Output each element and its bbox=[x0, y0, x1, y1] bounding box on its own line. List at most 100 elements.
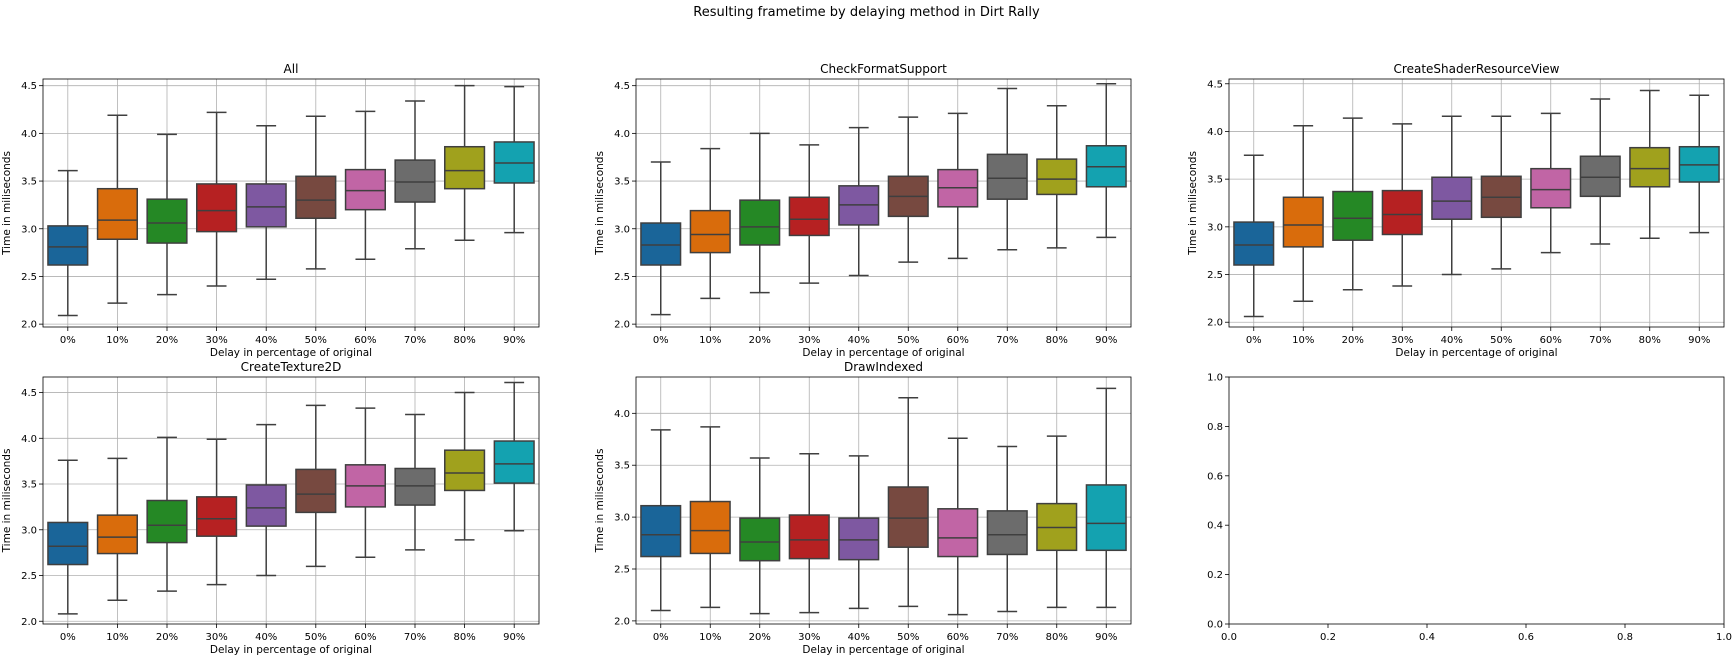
x-tick-label: 0.4 bbox=[1419, 632, 1435, 643]
x-tick-label: 40% bbox=[848, 632, 870, 643]
box-0% bbox=[640, 429, 682, 612]
box-80% bbox=[444, 84, 486, 241]
x-tick-label: 0% bbox=[60, 335, 76, 346]
subplot-title: DrawIndexed bbox=[844, 360, 923, 374]
y-tick-label: 4.5 bbox=[21, 388, 37, 399]
box-20% bbox=[1332, 117, 1374, 291]
y-tick-label: 4.0 bbox=[21, 434, 37, 445]
box-60% bbox=[344, 407, 386, 558]
box-90% bbox=[1085, 83, 1127, 239]
x-tick-label: 90% bbox=[503, 335, 525, 346]
box-iqr bbox=[1332, 190, 1374, 241]
box-20% bbox=[739, 132, 781, 294]
box-iqr bbox=[96, 187, 138, 240]
x-tick-label: 40% bbox=[255, 632, 277, 643]
y-tick-label: 0.2 bbox=[1207, 570, 1223, 581]
box-iqr bbox=[937, 508, 979, 558]
box-iqr bbox=[394, 159, 436, 203]
y-tick-label: 0.4 bbox=[1207, 521, 1223, 532]
y-axis-label: Time in miliseconds bbox=[1187, 151, 1199, 256]
box-80% bbox=[444, 391, 486, 541]
x-tick-label: 90% bbox=[503, 632, 525, 643]
box-iqr bbox=[245, 484, 287, 527]
box-iqr bbox=[640, 504, 682, 558]
axes-frame bbox=[1228, 376, 1725, 625]
box-40% bbox=[245, 124, 287, 281]
x-tick-label: 60% bbox=[354, 335, 376, 346]
x-axis-label: Delay in percentage of original bbox=[802, 644, 964, 656]
box-iqr bbox=[146, 198, 188, 244]
box-iqr bbox=[640, 222, 682, 266]
y-tick-label: 4.0 bbox=[614, 409, 630, 420]
x-tick-label: 30% bbox=[798, 632, 820, 643]
axes-frame bbox=[42, 78, 540, 328]
box-iqr bbox=[1282, 196, 1324, 248]
box-iqr bbox=[444, 449, 486, 492]
box-80% bbox=[1036, 104, 1078, 249]
box-iqr bbox=[739, 199, 781, 246]
box-iqr bbox=[493, 440, 535, 484]
subplot-title: CreateTexture2D bbox=[241, 360, 342, 374]
box-60% bbox=[937, 437, 979, 616]
x-tick-label: 10% bbox=[106, 632, 128, 643]
y-axis-label: Time in miliseconds bbox=[1, 151, 13, 256]
box-90% bbox=[1085, 387, 1127, 609]
box-50% bbox=[887, 116, 929, 263]
box-90% bbox=[1678, 94, 1720, 234]
x-tick-label: 10% bbox=[699, 632, 721, 643]
box-60% bbox=[344, 110, 386, 261]
x-tick-label: 10% bbox=[699, 335, 721, 346]
x-tick-label: 90% bbox=[1095, 632, 1117, 643]
box-10% bbox=[96, 457, 138, 601]
y-tick-label: 0.8 bbox=[1207, 422, 1223, 433]
box-10% bbox=[1282, 124, 1324, 302]
box-80% bbox=[1036, 435, 1078, 609]
box-iqr bbox=[1085, 484, 1127, 552]
box-90% bbox=[493, 381, 535, 532]
axes-frame bbox=[635, 78, 1132, 328]
y-tick-label: 4.0 bbox=[1207, 127, 1223, 138]
box-70% bbox=[986, 445, 1028, 613]
axes-frame bbox=[1228, 78, 1725, 328]
x-tick-label: 20% bbox=[156, 632, 178, 643]
box-50% bbox=[295, 404, 337, 568]
subplot-5: 0% 10% 20% 30% 40% 50% 60% 70% 80% 90% 2.0 2.5 3.0 3.… bbox=[594, 360, 1132, 656]
box-iqr bbox=[444, 145, 486, 190]
x-axis-label: Delay in percentage of original bbox=[210, 347, 372, 359]
box-20% bbox=[739, 457, 781, 615]
box-50% bbox=[295, 115, 337, 270]
box-iqr bbox=[788, 514, 830, 560]
x-tick-label: 0.2 bbox=[1320, 632, 1336, 643]
box-iqr bbox=[1381, 189, 1423, 236]
box-10% bbox=[96, 114, 138, 304]
x-tick-label: 40% bbox=[1441, 335, 1463, 346]
box-50% bbox=[1480, 115, 1522, 270]
subplot-title: CheckFormatSupport bbox=[820, 62, 947, 76]
box-iqr bbox=[394, 467, 436, 506]
y-tick-label: 0.6 bbox=[1207, 471, 1223, 482]
box-iqr bbox=[344, 168, 386, 211]
box-10% bbox=[689, 426, 731, 609]
y-tick-label: 3.0 bbox=[1207, 222, 1223, 233]
y-tick-label: 1.0 bbox=[1207, 373, 1223, 384]
x-tick-label: 80% bbox=[1639, 335, 1661, 346]
x-tick-label: 80% bbox=[1046, 335, 1068, 346]
y-tick-label: 3.5 bbox=[21, 177, 37, 188]
box-iqr bbox=[739, 517, 781, 562]
box-iqr bbox=[986, 153, 1028, 200]
figure-title: Resulting frametime by delaying method i… bbox=[693, 5, 1040, 20]
box-50% bbox=[887, 397, 929, 608]
box-30% bbox=[788, 144, 830, 284]
x-axis-label: Delay in percentage of original bbox=[210, 644, 372, 656]
x-tick-label: 70% bbox=[996, 632, 1018, 643]
y-tick-label: 2.5 bbox=[21, 571, 37, 582]
x-tick-label: 0% bbox=[60, 632, 76, 643]
x-tick-label: 0.0 bbox=[1221, 632, 1237, 643]
axes-frame bbox=[635, 376, 1132, 625]
x-tick-label: 70% bbox=[996, 335, 1018, 346]
x-tick-label: 50% bbox=[897, 632, 919, 643]
subplot-3: 0% 10% 20% 30% 40% 50% 60% 70% 80% 90% 2.0 2.5 3.0 3.… bbox=[1187, 62, 1725, 359]
x-tick-label: 90% bbox=[1688, 335, 1710, 346]
x-tick-label: 20% bbox=[1342, 335, 1364, 346]
